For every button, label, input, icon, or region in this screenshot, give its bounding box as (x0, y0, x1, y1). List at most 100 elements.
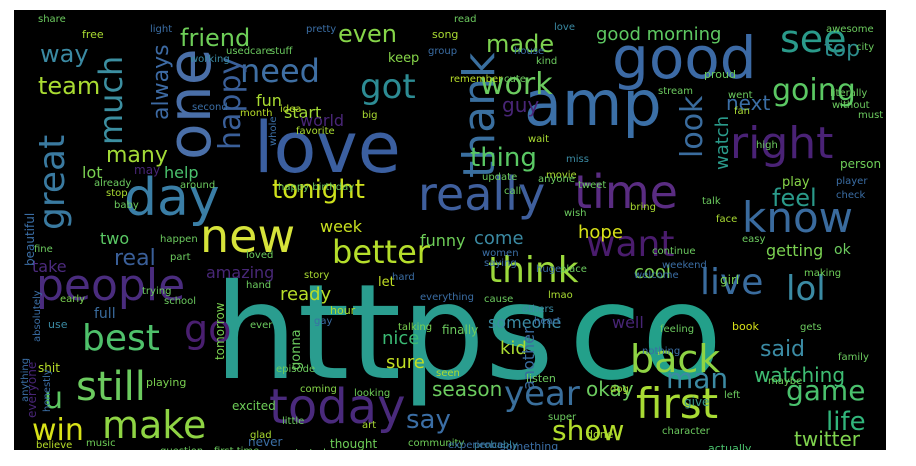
word-city: city (856, 42, 874, 53)
word-made: made (486, 30, 554, 58)
word-update: update (482, 172, 517, 183)
word-family: family (838, 352, 869, 363)
word-day: day (124, 168, 220, 228)
word-man: man (666, 362, 728, 395)
word-many: many (106, 143, 168, 168)
word-gay: gay (314, 316, 332, 327)
word-women: women (482, 248, 519, 259)
word-world: world (300, 111, 344, 130)
word-another: another (519, 327, 538, 390)
word-know: know (742, 193, 853, 242)
word-https: https (214, 256, 554, 410)
word-got: got (360, 67, 416, 107)
word-month: month (240, 108, 272, 119)
word-always: always (149, 44, 174, 120)
word-character: character (662, 426, 711, 437)
word-early: early (60, 294, 85, 305)
word-weekend: weekend (662, 260, 707, 271)
word-watch: watch (712, 116, 733, 170)
word-ready: ready (280, 284, 332, 305)
word-super: super (548, 412, 577, 423)
word-make: make (102, 403, 206, 447)
word-working: working (190, 54, 230, 65)
word-episode: episode (276, 364, 315, 375)
word-top: top (824, 37, 860, 62)
word-one: one (155, 48, 225, 160)
word-watching: watching (754, 363, 845, 387)
word-come: come (474, 228, 524, 249)
word-better: better (332, 233, 431, 271)
word-year: year (504, 374, 580, 414)
word-went: went (728, 90, 753, 101)
word-live: live (700, 262, 763, 303)
word-week: week (320, 217, 363, 236)
word-u: u (44, 381, 63, 416)
word-back: back (630, 337, 720, 381)
word-tweet: tweet (578, 180, 606, 191)
word-lot: lot (82, 163, 103, 182)
word-hope: hope (578, 222, 623, 243)
word-little: little (282, 416, 304, 427)
word-happy: happy (213, 57, 248, 150)
word-song: song (432, 28, 458, 41)
word-people: people (36, 260, 185, 311)
word-community: community (408, 438, 464, 449)
word-part: part (170, 252, 191, 263)
word-need: need (240, 52, 320, 90)
word-anyone: anyone (538, 174, 575, 185)
word-go: go (184, 307, 231, 351)
word-house: house (514, 46, 544, 57)
word-movie: movie (546, 170, 577, 181)
word-used: used (226, 46, 250, 57)
word-easy: easy (742, 234, 765, 245)
word-thing: thing (470, 143, 537, 173)
word-best: best (82, 318, 160, 359)
word-lmao: lmao (548, 290, 573, 301)
word-good: good (612, 24, 757, 92)
word-help: help (164, 163, 199, 182)
word-around: around (180, 180, 215, 191)
word-happy-birthday: happy birthday (278, 182, 354, 193)
word-even: even (338, 20, 397, 48)
word-tonight: tonight (272, 175, 365, 205)
word-hour: hour (330, 304, 356, 317)
word-start: start (284, 103, 321, 122)
word-happen: happen (160, 234, 198, 245)
word-right: right (730, 118, 833, 169)
word-getting: getting (766, 241, 823, 260)
word-full: full (94, 306, 116, 322)
word-someone: someone (488, 313, 561, 332)
word-call: call (504, 186, 521, 197)
word-big: big (362, 110, 377, 121)
word-school: school (164, 296, 196, 307)
word-amazing: amazing (206, 263, 274, 282)
word-hard: hard (392, 272, 415, 283)
word-huge: huge (536, 264, 561, 275)
word-team: team (38, 72, 100, 100)
word-gonna: gonna (289, 329, 304, 370)
word-care: care (250, 46, 272, 57)
word-absolutely: absolutely (32, 290, 43, 342)
word-already: already (94, 178, 131, 189)
word-wait: wait (528, 134, 549, 145)
word-dog: dog (610, 384, 629, 395)
word-okay: okay (586, 377, 634, 401)
word-two: two (100, 229, 129, 248)
word-cause: cause (484, 294, 513, 305)
word-miss: miss (566, 154, 589, 165)
word-play: play (782, 175, 810, 190)
word-gets: gets (800, 322, 822, 333)
word-time: time (574, 165, 678, 219)
word-baby: baby (114, 200, 139, 211)
word-game: game (786, 374, 865, 407)
word-first: first (636, 379, 718, 428)
word-life: life (826, 407, 866, 437)
word-may: may (134, 163, 160, 177)
word-player: player (836, 176, 868, 187)
word-first-time: first time (214, 446, 259, 450)
word-anything: anything (20, 358, 31, 402)
word-read: read (454, 14, 477, 25)
word-season: season (432, 377, 502, 401)
